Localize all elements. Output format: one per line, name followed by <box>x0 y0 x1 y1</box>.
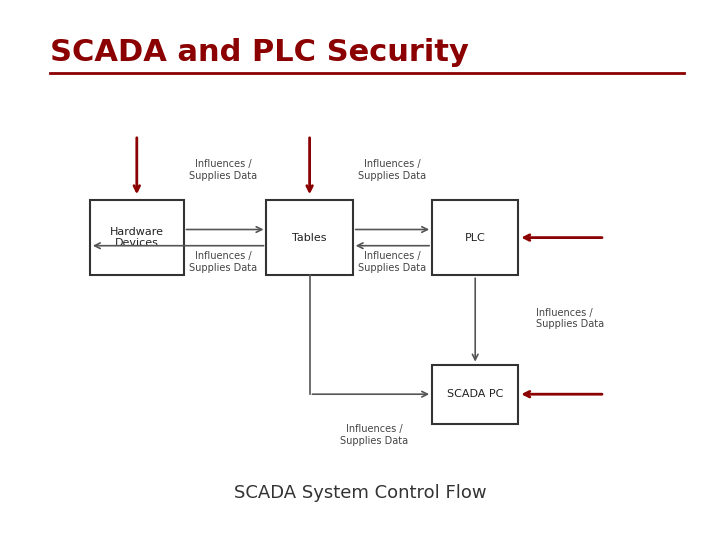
Text: PLC: PLC <box>465 233 485 242</box>
Text: SCADA PC: SCADA PC <box>447 389 503 399</box>
Text: Influences /
Supplies Data: Influences / Supplies Data <box>341 424 408 446</box>
Text: Influences /
Supplies Data: Influences / Supplies Data <box>189 251 257 273</box>
Text: SCADA System Control Flow: SCADA System Control Flow <box>234 484 486 502</box>
Text: SCADA and PLC Security: SCADA and PLC Security <box>50 38 469 67</box>
Text: Tables: Tables <box>292 233 327 242</box>
Text: Hardware
Devices: Hardware Devices <box>110 227 164 248</box>
FancyBboxPatch shape <box>266 200 353 275</box>
Text: Influences /
Supplies Data: Influences / Supplies Data <box>189 159 257 181</box>
Text: Influences /
Supplies Data: Influences / Supplies Data <box>359 159 426 181</box>
Text: Influences /
Supplies Data: Influences / Supplies Data <box>359 251 426 273</box>
FancyBboxPatch shape <box>90 200 184 275</box>
FancyBboxPatch shape <box>432 364 518 424</box>
FancyBboxPatch shape <box>432 200 518 275</box>
Text: Influences /
Supplies Data: Influences / Supplies Data <box>536 308 605 329</box>
